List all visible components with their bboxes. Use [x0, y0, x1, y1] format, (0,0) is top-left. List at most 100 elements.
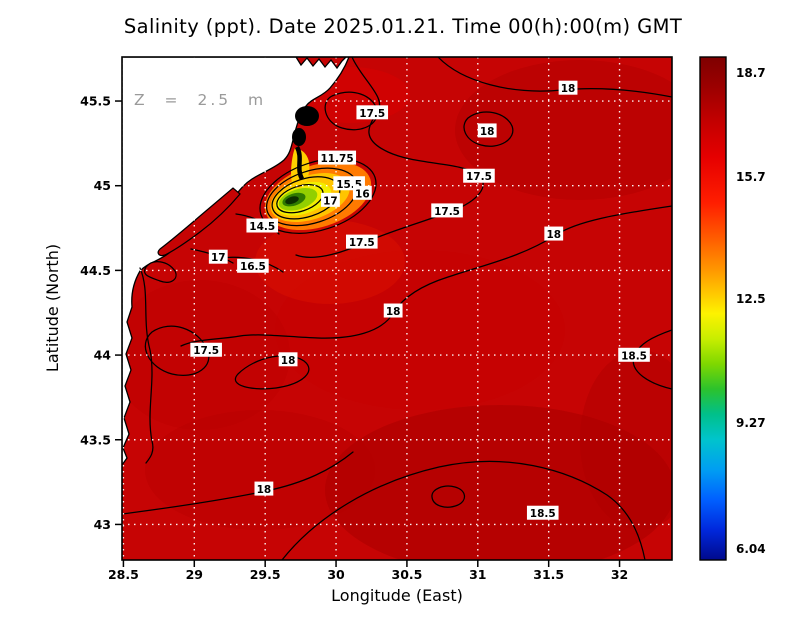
dark-patch [580, 350, 672, 530]
plume-core [285, 196, 299, 205]
contour-label: 11.75 [318, 150, 357, 165]
contour-label: 17.5 [431, 203, 463, 218]
contour-label-box [431, 203, 463, 218]
contour-label-text: 18 [561, 83, 576, 95]
contour-label-box [526, 505, 559, 520]
colorbar [699, 56, 727, 561]
dark-patch [455, 60, 672, 200]
coastal-lagoon [143, 261, 177, 283]
contour-label: 17.5 [356, 105, 389, 120]
contour-label-text: 18 [257, 484, 272, 496]
contour-label-box [356, 105, 389, 120]
x-tick-label: 28.5 [108, 567, 139, 582]
contour-label-box [190, 342, 222, 357]
contour-label-text: 17.5 [466, 171, 492, 183]
contour-label: 17.5 [463, 168, 495, 183]
y-tick-label: 44 [94, 348, 112, 363]
contour-label-box [346, 234, 378, 249]
y-tick-label: 43 [94, 517, 111, 532]
estuary-water-dark [295, 106, 319, 126]
contour-label-box [321, 192, 340, 207]
axis-tick-labels: 28.5 29 29.5 30 30.5 31 31.5 32 45.5 45 44.5 44 43.5… [80, 94, 628, 582]
contour-labels-group: 17.5181811.7515.5161714.517.517.517.5171… [190, 80, 650, 520]
x-tick-label: 32 [611, 567, 628, 582]
contour-label: 16.5 [237, 258, 269, 273]
contour-label: 18 [477, 123, 497, 138]
contour-label-text: 17.5 [434, 206, 460, 218]
contour-label: 18 [254, 481, 274, 496]
contour-label-box [463, 168, 495, 183]
dark-patch [325, 405, 672, 560]
contour-label-box [246, 218, 279, 233]
contour-label: 18 [544, 226, 564, 241]
contour-label: 17 [321, 192, 340, 207]
contour-label-text: 18 [386, 306, 401, 318]
contour-label: 16 [352, 185, 372, 200]
contour-label-box [318, 150, 357, 165]
x-tick-label: 31.5 [533, 567, 564, 582]
contour-label-text: 17 [211, 252, 226, 264]
contour-label: 18 [558, 80, 578, 95]
contour-label-text: 14.5 [249, 221, 275, 233]
liman-inlet [157, 187, 241, 257]
contour-label-text: 17.5 [359, 108, 385, 120]
colorbar-tick-label: 9.27 [736, 416, 766, 430]
contour-label: 17.5 [346, 234, 378, 249]
colorbar-tick-label: 18.7 [736, 66, 766, 80]
contour-label-text: 16.5 [240, 261, 266, 273]
colorbar-labels: 18.7 15.7 12.5 9.27 6.04 [736, 66, 766, 556]
x-tick-label: 29.5 [250, 567, 281, 582]
contour-label-text: 17.5 [193, 345, 219, 357]
contour-label-box [278, 352, 298, 367]
x-tick-label: 30.5 [392, 567, 423, 582]
estuary-water-dark [292, 128, 306, 146]
contour-label: 18 [278, 352, 298, 367]
y-tick-label: 43.5 [80, 432, 111, 447]
y-tick-label: 44.5 [80, 263, 111, 278]
contour-label-box [208, 249, 228, 264]
contour-label-box [558, 80, 578, 95]
depth-annotation: Z = 2.5 m [134, 91, 266, 109]
axis-ticks [115, 100, 621, 567]
colorbar-tick-label: 12.5 [736, 292, 766, 306]
y-tick-label: 45.5 [80, 94, 111, 109]
contour-label-box [477, 123, 497, 138]
contour-label-box [544, 226, 564, 241]
contour-label: 17.5 [190, 342, 222, 357]
colorbar-tick-label: 6.04 [736, 542, 766, 556]
x-tick-label: 30 [327, 567, 345, 582]
map-area [122, 57, 672, 560]
y-tick-label: 45 [94, 178, 111, 193]
land-mass [122, 57, 350, 467]
contour-label-text: 18.5 [621, 350, 647, 362]
plot-frame [121, 56, 673, 561]
contour-label-text: 18 [546, 229, 561, 241]
contour-label: 18.5 [526, 505, 559, 520]
y-axis-title: Latitude (North) [43, 244, 62, 372]
contour-label-text: 18 [281, 355, 296, 367]
x-tick-label: 29 [186, 567, 203, 582]
contour-label-text: 16 [355, 188, 370, 200]
contour-label-box [254, 481, 274, 496]
contour-label-box [352, 185, 372, 200]
x-tick-label: 31 [469, 567, 486, 582]
contour-label-text: 17 [323, 195, 338, 207]
contour-label-text: 11.75 [320, 153, 353, 165]
contour-label-text: 18.5 [530, 508, 556, 520]
contour-label-text: 17.5 [349, 237, 375, 249]
x-axis-title: Longitude (East) [331, 586, 463, 605]
contour-label-box [237, 258, 269, 273]
contour-label: 17 [208, 249, 228, 264]
contour-label: 14.5 [246, 218, 279, 233]
dark-patch [145, 410, 375, 530]
contour-label-box [383, 303, 403, 318]
contour-label: 18 [383, 303, 403, 318]
dark-patch [275, 250, 565, 410]
contour-label: 18.5 [618, 347, 650, 362]
colorbar-tick-label: 15.7 [736, 170, 766, 184]
chart-title: Salinity (ppt). Date 2025.01.21. Time 00… [124, 15, 682, 38]
contour-label-text: 18 [480, 126, 495, 138]
contour-label-box [618, 347, 650, 362]
